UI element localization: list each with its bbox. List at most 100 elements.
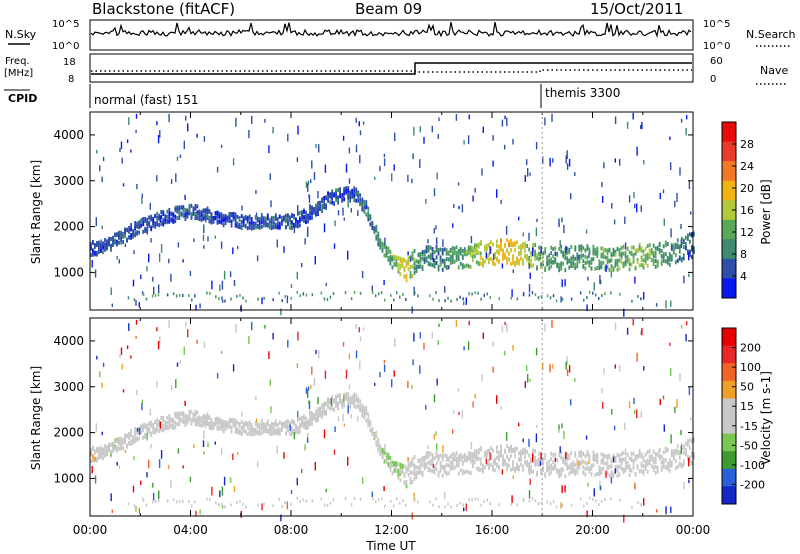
scatter-echo bbox=[561, 485, 563, 494]
echo-cell bbox=[582, 470, 585, 475]
echo-cell bbox=[248, 427, 251, 432]
echo-cell bbox=[654, 264, 657, 269]
echo-cell bbox=[494, 262, 496, 267]
echo-cell bbox=[375, 434, 378, 439]
echo-cell bbox=[220, 422, 223, 427]
echo-cell bbox=[580, 454, 583, 459]
echo-cell bbox=[560, 261, 563, 266]
scatter-echo bbox=[270, 200, 272, 208]
colorbar-tick-label: 12 bbox=[740, 226, 754, 239]
echo-cell bbox=[674, 466, 677, 471]
echo-cell bbox=[323, 410, 325, 415]
echo-cell bbox=[682, 240, 685, 244]
echo-cell bbox=[381, 248, 384, 253]
scatter-echo bbox=[679, 373, 681, 382]
echo-cell bbox=[584, 266, 587, 271]
echo-cell bbox=[518, 458, 520, 462]
echo-cell bbox=[144, 226, 147, 231]
scatter-echo bbox=[506, 117, 508, 127]
echo-cell bbox=[578, 244, 581, 249]
echo-cell bbox=[546, 463, 549, 468]
echo-cell bbox=[325, 196, 327, 201]
colorbar-tick-label: 15 bbox=[740, 400, 754, 413]
echo-cell bbox=[361, 197, 364, 202]
echo-cell bbox=[518, 258, 520, 263]
echo-cell bbox=[208, 209, 211, 214]
echo-cell bbox=[399, 462, 402, 467]
echo-cell bbox=[415, 470, 418, 475]
near-range-echo bbox=[531, 497, 534, 501]
echo-cell bbox=[496, 243, 498, 248]
echo-cell bbox=[333, 193, 335, 198]
scatter-echo bbox=[438, 323, 440, 328]
echo-cell bbox=[385, 451, 388, 456]
echo-cell bbox=[630, 451, 633, 456]
echo-cell bbox=[353, 395, 356, 400]
echo-cell bbox=[628, 250, 631, 255]
echo-cell bbox=[222, 223, 225, 228]
echo-cell bbox=[218, 420, 221, 425]
echo-cell bbox=[180, 411, 183, 416]
scatter-echo bbox=[350, 414, 352, 419]
echo-cell bbox=[272, 220, 275, 225]
scatter-echo bbox=[290, 490, 293, 494]
echo-cell bbox=[357, 400, 360, 405]
echo-cell bbox=[371, 221, 374, 225]
echo-cell bbox=[451, 246, 454, 251]
velocity-plot-area bbox=[90, 318, 695, 523]
scatter-echo bbox=[613, 425, 616, 431]
scatter-echo bbox=[132, 279, 135, 287]
echo-cell bbox=[568, 471, 571, 476]
echo-cell bbox=[488, 463, 490, 468]
echo-cell bbox=[602, 458, 605, 463]
echo-cell bbox=[118, 446, 120, 451]
echo-cell bbox=[518, 252, 520, 256]
scatter-echo bbox=[91, 466, 93, 474]
echo-cell bbox=[421, 252, 424, 257]
near-range-echo bbox=[516, 503, 519, 507]
echo-cell bbox=[262, 426, 265, 431]
scatter-echo bbox=[207, 442, 209, 448]
echo-cell bbox=[242, 215, 245, 220]
scatter-echo bbox=[175, 379, 177, 389]
echo-cell bbox=[98, 244, 100, 249]
echo-cell bbox=[190, 212, 193, 217]
echo-cell bbox=[106, 447, 108, 452]
echo-cell bbox=[668, 252, 671, 257]
echo-cell bbox=[602, 454, 605, 459]
scatter-echo bbox=[558, 424, 560, 431]
echo-cell bbox=[678, 462, 681, 467]
echo-cell bbox=[321, 197, 323, 202]
colorbar-segment bbox=[722, 433, 736, 452]
echo-cell bbox=[419, 458, 422, 462]
echo-cell bbox=[427, 245, 430, 249]
echo-cell bbox=[110, 443, 112, 447]
echo-cell bbox=[248, 221, 251, 226]
echo-cell bbox=[134, 230, 136, 235]
echo-cell bbox=[457, 253, 460, 258]
scatter-echo bbox=[221, 505, 224, 509]
echo-cell bbox=[216, 420, 219, 425]
echo-cell bbox=[212, 421, 215, 426]
scatter-echo bbox=[679, 167, 681, 176]
scatter-echo bbox=[413, 286, 415, 296]
echo-cell bbox=[425, 245, 428, 250]
echo-cell bbox=[260, 418, 263, 423]
echo-cell bbox=[122, 234, 124, 239]
echo-cell bbox=[339, 187, 341, 192]
echo-cell bbox=[666, 242, 669, 246]
echo-cell bbox=[110, 452, 112, 457]
echo-cell bbox=[419, 256, 422, 261]
echo-cell bbox=[556, 252, 559, 257]
power-panel-frame bbox=[89, 111, 694, 311]
echo-cell bbox=[258, 431, 261, 436]
near-range-echo bbox=[447, 502, 449, 506]
echo-cell bbox=[534, 243, 536, 247]
echo-cell bbox=[425, 464, 428, 469]
echo-cell bbox=[616, 468, 619, 473]
echo-cell bbox=[194, 216, 197, 221]
echo-cell bbox=[136, 430, 138, 435]
echo-cell bbox=[198, 212, 201, 217]
echo-cell bbox=[162, 218, 165, 223]
scatter-echo bbox=[549, 363, 551, 373]
